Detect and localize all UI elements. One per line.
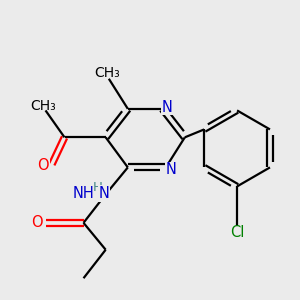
Text: NH: NH — [73, 186, 94, 201]
Text: N: N — [162, 100, 173, 115]
Text: CH₃: CH₃ — [94, 66, 120, 80]
Text: O: O — [31, 215, 43, 230]
Text: N: N — [99, 186, 110, 201]
Text: Cl: Cl — [230, 225, 244, 240]
Text: H: H — [93, 181, 103, 194]
Text: O: O — [37, 158, 49, 173]
Text: N: N — [166, 162, 177, 177]
Text: CH₃: CH₃ — [30, 99, 56, 113]
